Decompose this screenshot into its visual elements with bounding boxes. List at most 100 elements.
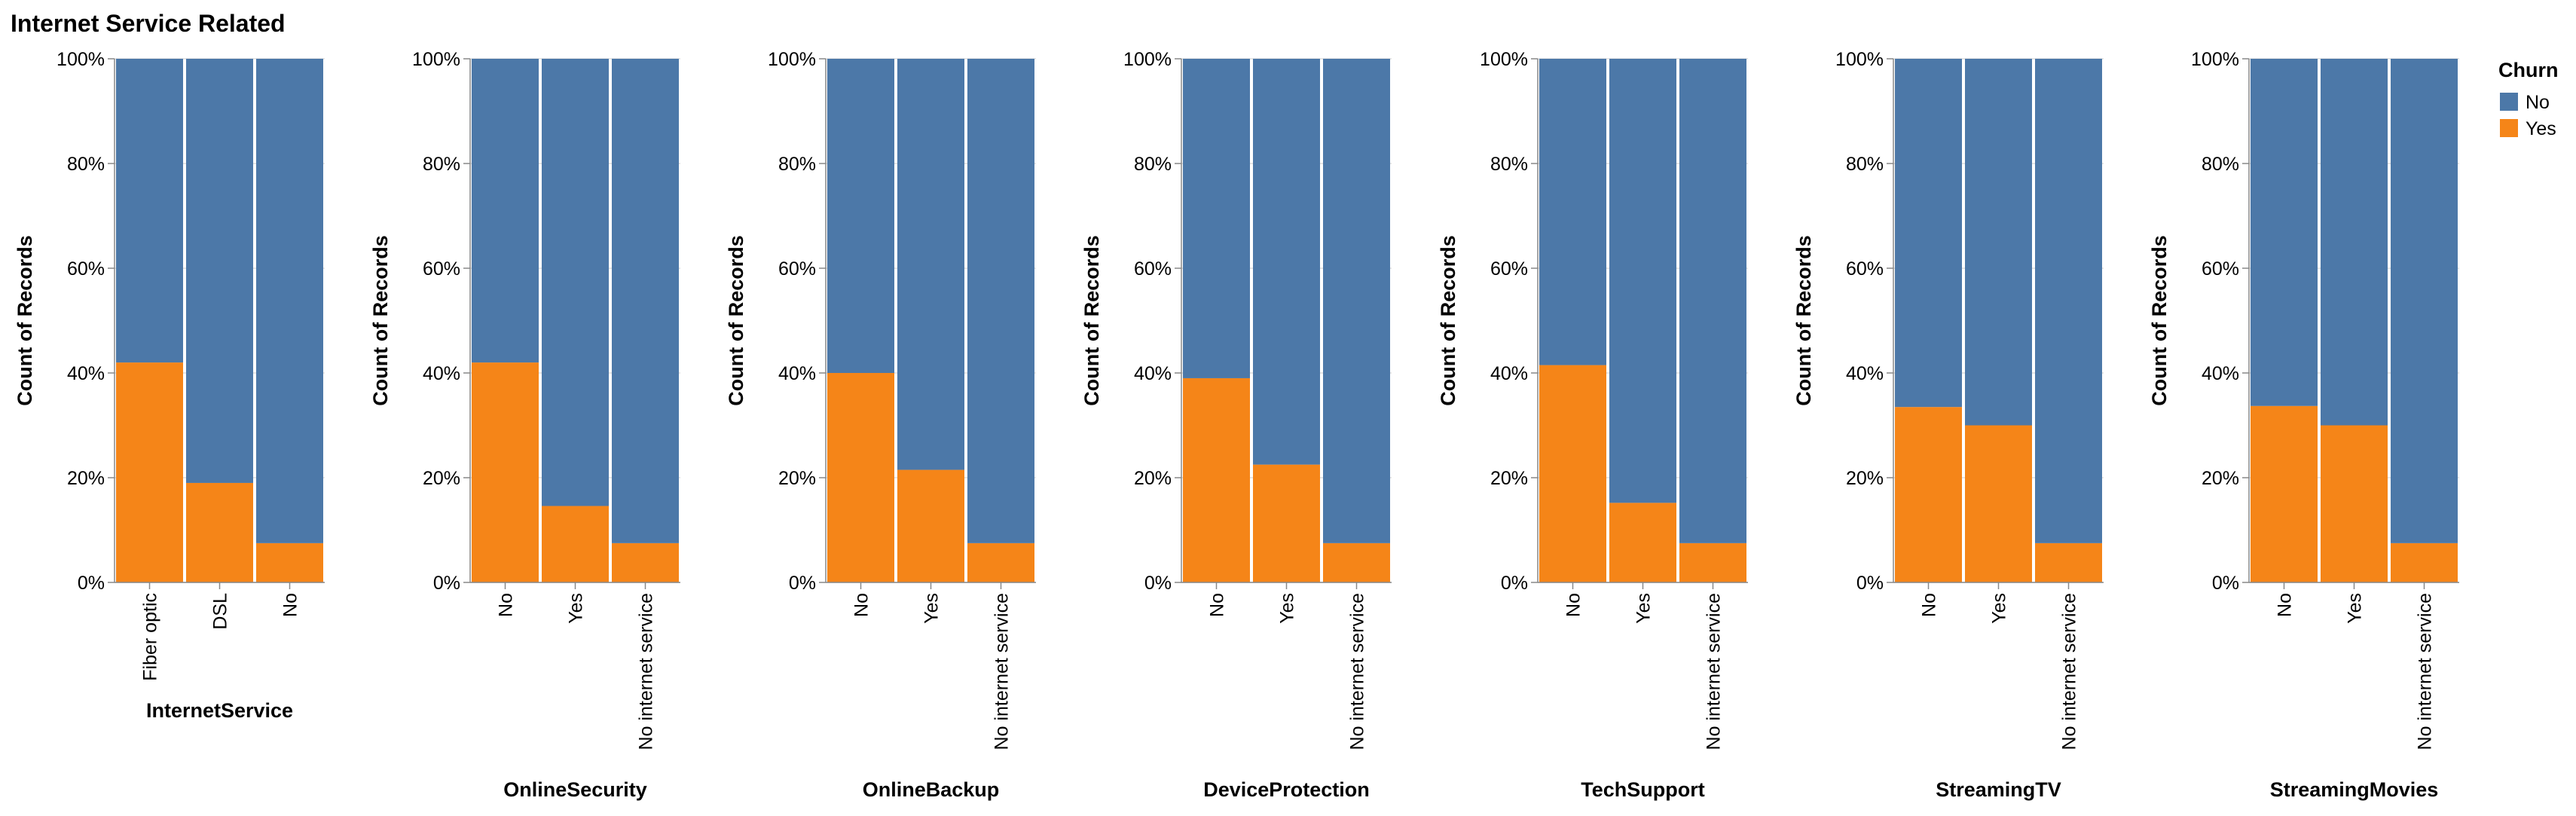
y-tick-label: 100% bbox=[1123, 49, 1172, 70]
bar-TechSupport-No-internet-service-Yes bbox=[1679, 542, 1746, 582]
y-tick-label: 100% bbox=[768, 49, 816, 70]
bar-DeviceProtection-Yes-Yes bbox=[1253, 464, 1320, 582]
y-tick-label: 0% bbox=[1856, 573, 1884, 594]
y-tick-label: 0% bbox=[1501, 573, 1528, 594]
y-tick-label: 100% bbox=[1480, 49, 1528, 70]
bar-StreamingMovies-Yes-Yes bbox=[2321, 425, 2388, 582]
x-axis-title: StreamingTV bbox=[1936, 778, 2061, 801]
bar-OnlineSecurity-No-No bbox=[472, 59, 539, 363]
y-tick-label: 60% bbox=[1490, 258, 1528, 280]
bar-OnlineBackup-No-Yes bbox=[827, 373, 894, 582]
bar-InternetService-DSL-No bbox=[186, 59, 253, 483]
y-tick-label: 0% bbox=[1144, 573, 1172, 594]
y-tick-label: 60% bbox=[1846, 258, 1884, 280]
y-tick-label: 0% bbox=[78, 573, 105, 594]
facet-InternetService: 0% 20% 40% 60% 80% 100% Fiber optic DSL No Count … bbox=[14, 49, 325, 722]
y-axis-title: Count of Records bbox=[1080, 235, 1103, 406]
x-tick-label: No bbox=[1919, 593, 1940, 617]
bar-StreamingTV-No-No bbox=[1895, 59, 1962, 408]
x-tick-label: No internet service bbox=[2059, 593, 2080, 750]
y-tick-label: 100% bbox=[1835, 49, 1884, 70]
legend-title: Churn bbox=[2498, 59, 2558, 81]
facet-OnlineSecurity: 0% 20% 40% 60% 80% 100% No Yes No internet servi… bbox=[369, 49, 680, 801]
bar-DeviceProtection-No-internet-service-Yes bbox=[1323, 542, 1390, 582]
bar-InternetService-Fiber-optic-No bbox=[116, 59, 183, 363]
bar-StreamingTV-No-internet-service-No bbox=[2035, 59, 2102, 543]
y-axis-title: Count of Records bbox=[725, 235, 747, 406]
bar-TechSupport-Yes-Yes bbox=[1609, 503, 1676, 582]
x-tick-label: No bbox=[2275, 593, 2296, 617]
x-axis-title: TechSupport bbox=[1581, 778, 1705, 801]
bar-OnlineSecurity-No-internet-service-Yes bbox=[612, 542, 679, 582]
x-tick-label: No internet service bbox=[636, 593, 657, 750]
y-tick-label: 0% bbox=[433, 573, 460, 594]
y-tick-label: 100% bbox=[2191, 49, 2239, 70]
y-axis-title: Count of Records bbox=[1792, 235, 1815, 406]
x-tick-label: Fiber optic bbox=[140, 593, 161, 681]
bar-OnlineBackup-Yes-Yes bbox=[897, 469, 964, 582]
x-tick-label: No internet service bbox=[992, 593, 1013, 750]
bar-DeviceProtection-No-Yes bbox=[1183, 377, 1250, 582]
bar-StreamingMovies-Yes-No bbox=[2321, 59, 2388, 426]
y-tick-label: 80% bbox=[778, 154, 816, 175]
x-tick-label: No bbox=[1207, 593, 1228, 617]
y-tick-label: 60% bbox=[2202, 258, 2239, 280]
facet-DeviceProtection: 0% 20% 40% 60% 80% 100% No Yes No internet servi… bbox=[1080, 49, 1392, 801]
legend-label-Yes: Yes bbox=[2526, 118, 2556, 139]
bar-StreamingTV-No-internet-service-Yes bbox=[2035, 542, 2102, 582]
y-tick-label: 80% bbox=[2202, 154, 2239, 175]
x-tick-label: Yes bbox=[1989, 593, 2010, 624]
y-tick-label: 20% bbox=[1490, 468, 1528, 489]
y-tick-label: 40% bbox=[2202, 363, 2239, 384]
bar-DeviceProtection-Yes-No bbox=[1253, 59, 1320, 465]
bar-DeviceProtection-No-No bbox=[1183, 59, 1250, 378]
legend-swatch-No bbox=[2500, 93, 2518, 111]
y-tick-label: 40% bbox=[1490, 363, 1528, 384]
x-tick-label: No bbox=[496, 593, 517, 617]
bar-StreamingMovies-No-internet-service-No bbox=[2391, 59, 2458, 543]
bar-StreamingTV-No-Yes bbox=[1895, 407, 1962, 582]
x-tick-label: Yes bbox=[921, 593, 943, 624]
bar-OnlineSecurity-No-internet-service-No bbox=[612, 59, 679, 543]
y-tick-label: 60% bbox=[423, 258, 460, 280]
y-tick-label: 100% bbox=[57, 49, 105, 70]
x-axis-title: InternetService bbox=[146, 699, 293, 722]
bar-InternetService-Fiber-optic-Yes bbox=[116, 362, 183, 582]
legend-swatch-Yes bbox=[2500, 119, 2518, 137]
bar-StreamingTV-Yes-No bbox=[1965, 59, 2032, 426]
y-tick-label: 20% bbox=[2202, 468, 2239, 489]
x-tick-label: No bbox=[280, 593, 301, 617]
x-tick-label: No bbox=[1563, 593, 1584, 617]
x-tick-label: Yes bbox=[1277, 593, 1298, 624]
bar-StreamingTV-Yes-Yes bbox=[1965, 425, 2032, 582]
y-tick-label: 20% bbox=[778, 468, 816, 489]
x-axis-title: OnlineSecurity bbox=[503, 778, 647, 801]
y-tick-label: 20% bbox=[423, 468, 460, 489]
x-tick-label: Yes bbox=[2345, 593, 2366, 624]
bar-OnlineBackup-No-internet-service-Yes bbox=[967, 542, 1034, 582]
y-tick-label: 40% bbox=[778, 363, 816, 384]
y-tick-label: 0% bbox=[789, 573, 816, 594]
facet-TechSupport: 0% 20% 40% 60% 80% 100% No Yes No internet servi… bbox=[1437, 49, 1748, 801]
y-tick-label: 60% bbox=[1134, 258, 1172, 280]
x-tick-label: Yes bbox=[1633, 593, 1655, 624]
y-tick-label: 20% bbox=[1134, 468, 1172, 489]
x-tick-label: No bbox=[851, 593, 872, 617]
chart-title: Internet Service Related bbox=[11, 10, 286, 37]
bar-InternetService-No-No bbox=[256, 59, 323, 543]
bar-TechSupport-No-Yes bbox=[1539, 365, 1606, 582]
bar-StreamingMovies-No-internet-service-Yes bbox=[2391, 542, 2458, 582]
y-tick-label: 40% bbox=[1134, 363, 1172, 384]
bar-InternetService-No-Yes bbox=[256, 542, 323, 582]
y-tick-label: 40% bbox=[67, 363, 105, 384]
facet-StreamingMovies: 0% 20% 40% 60% 80% 100% No Yes No internet servi… bbox=[2148, 49, 2459, 801]
x-tick-label: No internet service bbox=[1347, 593, 1368, 750]
y-tick-label: 80% bbox=[423, 154, 460, 175]
y-axis-title: Count of Records bbox=[2148, 235, 2171, 406]
bar-OnlineSecurity-Yes-Yes bbox=[542, 506, 609, 582]
bar-DeviceProtection-No-internet-service-No bbox=[1323, 59, 1390, 543]
bar-TechSupport-Yes-No bbox=[1609, 59, 1676, 503]
x-tick-label: No internet service bbox=[2415, 593, 2436, 750]
y-tick-label: 60% bbox=[778, 258, 816, 280]
bar-TechSupport-No-No bbox=[1539, 59, 1606, 365]
